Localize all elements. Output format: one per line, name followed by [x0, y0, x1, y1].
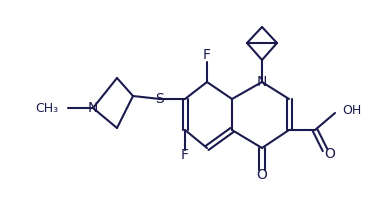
- Text: O: O: [257, 168, 267, 182]
- Text: OH: OH: [342, 103, 361, 117]
- Text: N: N: [257, 75, 267, 89]
- Text: F: F: [203, 48, 211, 62]
- Text: CH₃: CH₃: [35, 102, 58, 115]
- Text: F: F: [181, 148, 189, 162]
- Text: N: N: [88, 101, 98, 115]
- Text: S: S: [155, 92, 164, 106]
- Text: O: O: [325, 147, 335, 161]
